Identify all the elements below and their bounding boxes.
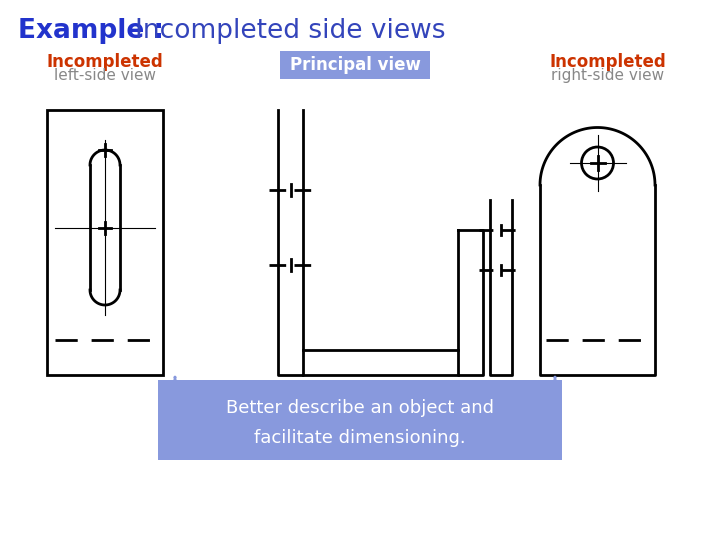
Circle shape [582,147,613,179]
Text: facilitate dimensioning.: facilitate dimensioning. [254,429,466,447]
Bar [158,380,562,460]
Bar [280,51,430,79]
Text: Principal view: Principal view [289,56,420,74]
Text: Incompleted: Incompleted [549,53,667,71]
Text: right-side view: right-side view [552,68,665,83]
Text: Incompleted: Incompleted [47,53,163,71]
Text: left-side view: left-side view [54,68,156,83]
Text: Example :: Example : [18,18,173,44]
Bar [47,110,163,375]
Text: Better describe an object and: Better describe an object and [226,399,494,417]
Text: Incompleted side views: Incompleted side views [135,18,446,44]
